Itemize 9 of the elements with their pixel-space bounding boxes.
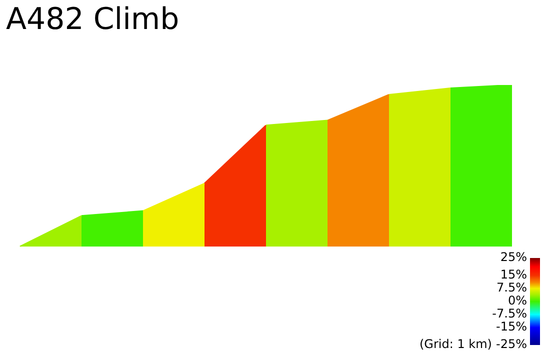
color-bar-label: 0% <box>508 294 527 308</box>
color-bar-label: -15% <box>496 320 527 334</box>
text: (Grid: 1 km) <box>420 337 492 352</box>
color-bar-label: 15% <box>500 268 527 282</box>
color-bar-label: -7.5% <box>492 306 527 321</box>
color-bar-label: -25% <box>496 337 527 352</box>
chart-title: A482 Climb <box>6 2 180 37</box>
color-bar-label: 7.5% <box>496 280 527 295</box>
color-bar-label: 25% <box>500 250 527 264</box>
